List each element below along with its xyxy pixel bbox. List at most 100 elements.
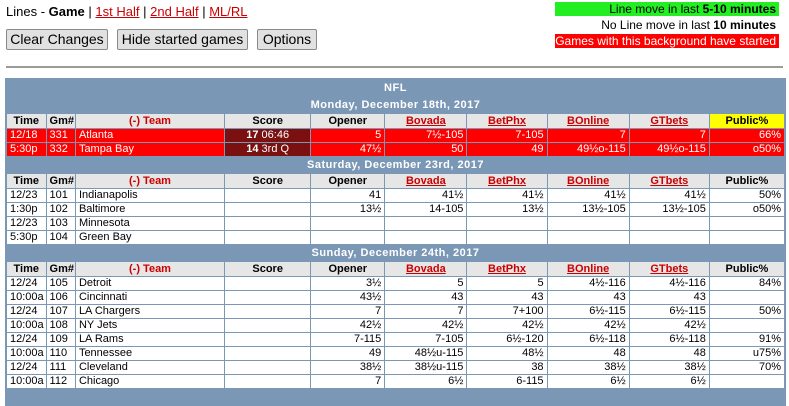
- gtbets-line: 38½: [629, 361, 709, 374]
- bonline-line: 6½-118: [547, 333, 629, 346]
- section-row: Monday, December 18th, 2017: [7, 97, 784, 113]
- header-bonline[interactable]: BOnline: [547, 114, 629, 128]
- bonline-line: 38½: [547, 361, 629, 374]
- team-name: LA Rams: [75, 333, 225, 346]
- public-percent: u75%: [709, 347, 784, 360]
- gtbets-line: 7: [629, 129, 709, 142]
- header-public: Public%: [709, 262, 784, 276]
- betphx-line: 38: [467, 361, 547, 374]
- game-row: 12/23 101 Indianapolis 41 41½ 41½ 41½ 41½ 50%: [7, 189, 784, 202]
- header-score: Score: [225, 114, 311, 128]
- team-name: NY Jets: [75, 319, 225, 332]
- bovada-line: [385, 217, 467, 230]
- column-header-row: Time Gm# (-) Team Score Opener Bovada BetPhx BO…: [7, 262, 784, 276]
- league-title: NFL: [7, 80, 784, 96]
- bonline-line: 42½: [547, 319, 629, 332]
- betphx-line: 42½: [467, 319, 547, 332]
- header-gm: Gm#: [46, 114, 75, 128]
- game-row: 12/18 331 Atlanta 17 06:46 5 7½-105 7-105 7 7 66%: [7, 129, 784, 142]
- opener-line: 49: [311, 347, 385, 360]
- bonline-line: 43: [547, 291, 629, 304]
- public-percent: o50%: [709, 143, 784, 156]
- header-gtbets[interactable]: GTbets: [629, 174, 709, 188]
- public-percent: [709, 319, 784, 332]
- header-gtbets[interactable]: GTbets: [629, 262, 709, 276]
- rotation-number: 112: [46, 375, 75, 388]
- bovada-line: 43: [385, 291, 467, 304]
- team-name: Indianapolis: [75, 189, 225, 202]
- gtbets-line: [629, 217, 709, 230]
- opener-line: 3½: [311, 277, 385, 290]
- header-public: Public%: [709, 114, 784, 128]
- nav-second-half-link[interactable]: 2nd Half: [150, 4, 199, 19]
- gtbets-line: 6½-115: [629, 305, 709, 318]
- betphx-line: [467, 217, 547, 230]
- gtbets-line: 41½: [629, 189, 709, 202]
- gtbets-line: 49½o-115: [629, 143, 709, 156]
- rotation-number: 103: [46, 217, 75, 230]
- divider: [6, 66, 783, 68]
- game-row: 5:30p 332 Tampa Bay 14 3rd Q 47½ 50 49 49½o-115…: [7, 143, 784, 156]
- rotation-number: 331: [46, 129, 75, 142]
- opener-line: 42½: [311, 319, 385, 332]
- game-row: 12/24 111 Cleveland 38½ 38½u-115 38 38½ 38½ 70%: [7, 361, 784, 374]
- public-percent: 70%: [709, 361, 784, 374]
- game-time: 12/24: [7, 333, 46, 346]
- public-percent: [709, 291, 784, 304]
- gtbets-line: 6½: [629, 375, 709, 388]
- bovada-line: 14-105: [385, 203, 467, 216]
- hide-started-games-button[interactable]: Hide started games: [117, 29, 248, 50]
- clear-changes-button[interactable]: Clear Changes: [6, 29, 108, 50]
- header-gtbets[interactable]: GTbets: [629, 114, 709, 128]
- team-name: Detroit: [75, 277, 225, 290]
- legend-duration: 10 minutes: [713, 18, 776, 32]
- header-bovada[interactable]: Bovada: [385, 262, 467, 276]
- game-row: 1:30p 102 Baltimore 13½ 14-105 13½ 13½-105 13½…: [7, 203, 784, 216]
- public-percent: 50%: [709, 305, 784, 318]
- odds-table-body: NFL Monday, December 18th, 2017 Time Gm# (-)…: [7, 80, 784, 388]
- header-bovada[interactable]: Bovada: [385, 174, 467, 188]
- legend-no-move: No Line move in last 10 minutes: [555, 18, 779, 32]
- options-button[interactable]: Options: [257, 29, 317, 50]
- gtbets-line: 4½-116: [629, 277, 709, 290]
- header-bovada[interactable]: Bovada: [385, 114, 467, 128]
- opener-line: 7: [311, 375, 385, 388]
- bovada-line: 7: [385, 305, 467, 318]
- bonline-line: 7: [547, 129, 629, 142]
- header-bonline[interactable]: BOnline: [547, 174, 629, 188]
- nav-separator: |: [143, 4, 147, 19]
- betphx-line: 43: [467, 291, 547, 304]
- betphx-line: 5: [467, 277, 547, 290]
- team-name: Chicago: [75, 375, 225, 388]
- team-name: Tennessee: [75, 347, 225, 360]
- gtbets-line: 6½-118: [629, 333, 709, 346]
- nav-first-half-link[interactable]: 1st Half: [95, 4, 140, 19]
- opener-line: 43½: [311, 291, 385, 304]
- opener-line: 38½: [311, 361, 385, 374]
- bonline-line: 41½: [547, 189, 629, 202]
- game-time: 5:30p: [7, 143, 46, 156]
- color-legend: Line move in last 5-10 minutes No Line m…: [555, 2, 779, 50]
- header-opener: Opener: [311, 114, 385, 128]
- header-betphx[interactable]: BetPhx: [467, 114, 547, 128]
- column-header-row: Time Gm# (-) Team Score Opener Bovada BetPhx BO…: [7, 114, 784, 128]
- game-row: 12/24 107 LA Chargers 7 7 7+100 6½-115 6½-115 5…: [7, 305, 784, 318]
- header-betphx[interactable]: BetPhx: [467, 174, 547, 188]
- header-gm: Gm#: [46, 262, 75, 276]
- header-bonline[interactable]: BOnline: [547, 262, 629, 276]
- nav-ml-rl-link[interactable]: ML/RL: [209, 4, 248, 19]
- game-time: 5:30p: [7, 231, 46, 244]
- gtbets-line: 48: [629, 347, 709, 360]
- score-cell: 17 06:46: [225, 129, 311, 142]
- header-public: Public%: [709, 174, 784, 188]
- team-name: Cincinnati: [75, 291, 225, 304]
- odds-panel: NFL Monday, December 18th, 2017 Time Gm# (-)…: [5, 78, 786, 406]
- section-date: Saturday, December 23rd, 2017: [7, 157, 784, 173]
- header-betphx[interactable]: BetPhx: [467, 262, 547, 276]
- game-clock: 06:46: [261, 129, 290, 141]
- team-name: Atlanta: [75, 129, 225, 142]
- header-team: (-) Team: [75, 114, 225, 128]
- odds-table: NFL Monday, December 18th, 2017 Time Gm# (-)…: [6, 79, 785, 389]
- game-time: 10:00a: [7, 319, 46, 332]
- score-cell: [225, 333, 311, 346]
